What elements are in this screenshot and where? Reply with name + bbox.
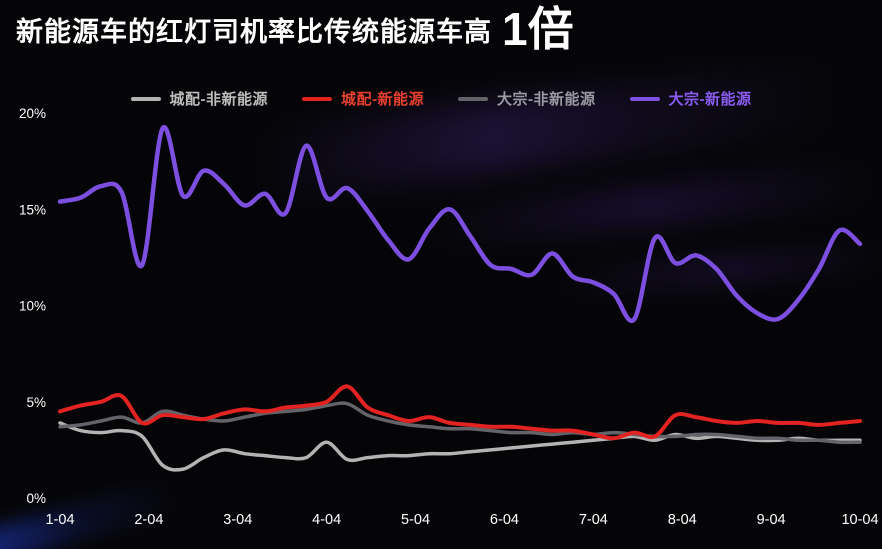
legend-swatch — [629, 96, 660, 101]
x-axis-tick-label: 2-04 — [134, 512, 163, 528]
x-axis-tick-label: 7-04 — [579, 512, 608, 528]
title-highlight: 1倍 — [502, 3, 574, 55]
y-axis-tick-label: 20% — [19, 106, 46, 121]
series-line-1 — [58, 384, 862, 441]
page-title: 新能源车的红灯司机率比传统能源车高 1倍 — [16, 6, 574, 52]
y-axis-tick-label: 15% — [19, 202, 46, 217]
legend-swatch — [302, 96, 332, 101]
y-axis-tick-label: 0% — [26, 491, 46, 506]
x-axis-tick-label: 3-04 — [223, 512, 252, 528]
legend-swatch — [458, 96, 488, 101]
y-axis-tick-label: 10% — [19, 299, 46, 314]
legend-label: 城配-非新能源 — [169, 91, 268, 108]
title-text: 新能源车的红灯司机率比传统能源车高 — [16, 17, 492, 47]
legend-label: 城配-新能源 — [341, 91, 424, 108]
y-axis-tick-label: 5% — [26, 395, 46, 410]
legend-item-chengpei-non-nev: 城配-非新能源 — [130, 88, 269, 109]
x-axis-tick-label: 10-04 — [841, 512, 878, 528]
legend-item-dazong-nev: 大宗-新能源 — [629, 88, 752, 109]
series-line-3 — [57, 125, 863, 324]
x-axis-tick-label: 9-04 — [757, 512, 786, 528]
legend-label: 大宗-非新能源 — [497, 91, 596, 108]
x-axis-tick-label: 1-04 — [45, 512, 74, 528]
legend-item-chengpei-nev: 城配-新能源 — [302, 88, 424, 109]
series-line-0 — [58, 421, 862, 472]
x-axis-tick-label: 6-04 — [490, 512, 519, 528]
x-axis-tick-label: 4-04 — [312, 512, 341, 528]
legend-label: 大宗-新能源 — [668, 91, 752, 108]
x-axis-tick-label: 8-04 — [668, 512, 697, 528]
x-axis-tick-label: 5-04 — [401, 512, 430, 528]
legend-swatch — [130, 96, 161, 101]
chart-legend: 城配-非新能源 城配-新能源 大宗-非新能源 大宗-新能源 — [0, 88, 882, 109]
legend-item-dazong-non-nev: 大宗-非新能源 — [458, 88, 596, 109]
